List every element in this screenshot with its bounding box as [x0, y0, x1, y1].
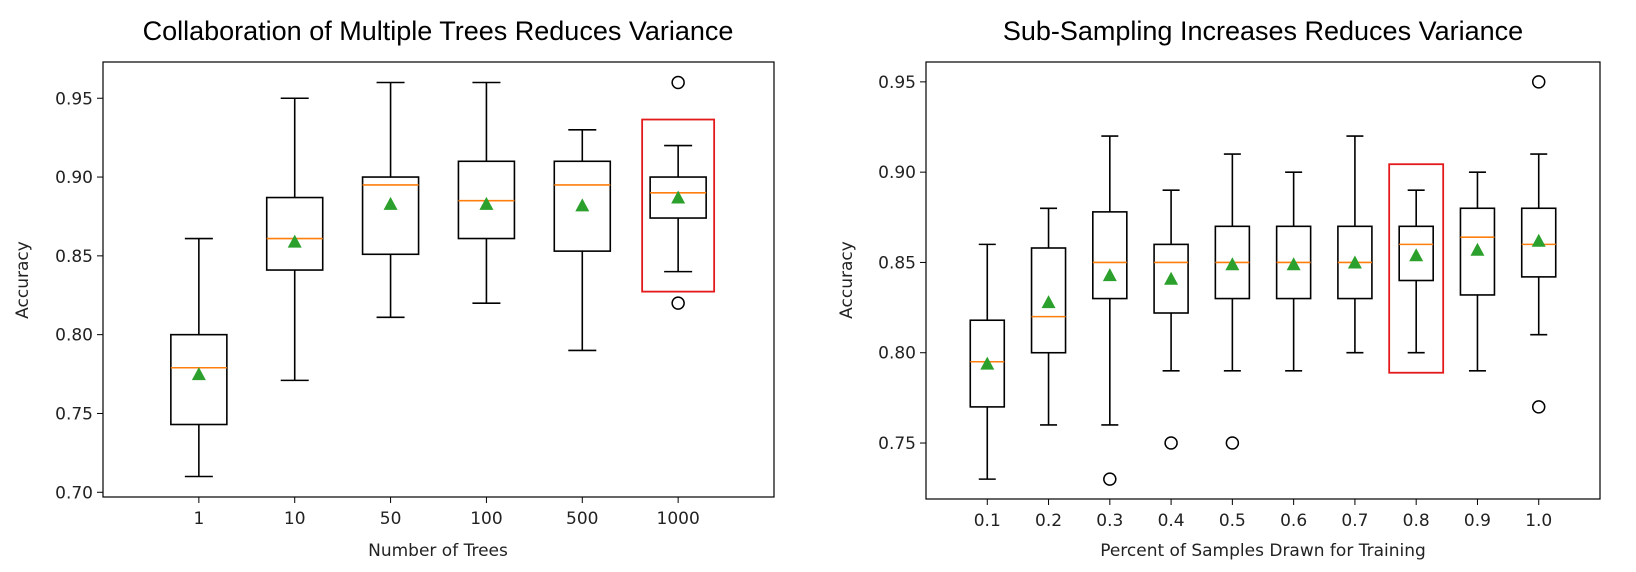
mean-marker: [980, 356, 995, 370]
mean-marker: [1531, 233, 1546, 247]
iqr-box: [1459, 207, 1496, 296]
x-axis-label: Number of Trees: [368, 541, 508, 561]
outlier-point: [1225, 436, 1240, 450]
y-tick-label: 0.75: [878, 434, 916, 454]
x-tick-label: 0.2: [1035, 511, 1062, 531]
y-tick-label: 0.95: [55, 89, 93, 109]
iqr-box: [170, 333, 228, 426]
mean-marker: [1102, 268, 1117, 282]
highlight-box: [1388, 163, 1445, 374]
outlier-point: [1164, 436, 1178, 450]
chart-title: Sub-Sampling Increases Reduces Variance: [1003, 16, 1523, 46]
mean-marker: [1164, 271, 1179, 285]
y-tick-label: 0.85: [55, 247, 93, 267]
x-tick-label: 10: [284, 509, 306, 529]
mean-marker: [1409, 248, 1424, 262]
box-1.0: [1520, 75, 1557, 414]
outlier-point: [1103, 472, 1117, 486]
x-tick-label: 0.6: [1280, 511, 1307, 531]
mean-marker: [1041, 295, 1056, 309]
x-tick-label: 1.0: [1525, 511, 1552, 531]
mean-marker: [671, 190, 686, 204]
box-0.6: [1275, 171, 1312, 372]
x-tick-label: 1000: [657, 509, 700, 529]
box-0.4: [1153, 189, 1189, 450]
box-10: [265, 97, 324, 382]
iqr-box: [969, 319, 1006, 408]
x-tick-label: 0.9: [1464, 511, 1491, 531]
chart-title: Collaboration of Multiple Trees Reduces …: [143, 16, 734, 46]
y-tick-label: 0.70: [55, 483, 93, 503]
box-0.8: [1388, 163, 1445, 374]
iqr-box: [361, 176, 420, 256]
x-tick-label: 0.8: [1403, 511, 1430, 531]
mean-marker: [287, 234, 302, 248]
y-tick-label: 0.75: [55, 404, 93, 424]
y-tick-label: 0.80: [878, 344, 916, 364]
x-tick-label: 0.5: [1219, 511, 1246, 531]
y-tick-label: 0.80: [55, 326, 93, 346]
iqr-box: [265, 196, 324, 271]
chart-trees: Collaboration of Multiple Trees Reduces …: [13, 16, 775, 561]
x-tick-label: 0.7: [1341, 511, 1368, 531]
iqr-box: [1092, 211, 1128, 300]
box-0.2: [1030, 207, 1067, 426]
mean-marker: [191, 367, 206, 381]
mean-marker: [1225, 257, 1240, 271]
outlier-point: [671, 75, 685, 90]
mean-marker: [575, 198, 590, 212]
box-100: [457, 81, 516, 304]
x-axis-label: Percent of Samples Drawn for Training: [1100, 541, 1426, 561]
y-tick-label: 0.90: [878, 163, 916, 183]
x-tick-label: 500: [566, 509, 598, 529]
iqr-box: [1153, 243, 1189, 314]
highlight-box: [641, 118, 716, 293]
mean-marker: [1470, 242, 1485, 256]
plot-frame: [102, 61, 775, 498]
outlier-point: [1531, 75, 1546, 89]
chart-subsampling: Sub-Sampling Increases Reduces Variance …: [837, 16, 1601, 561]
x-tick-label: 1: [193, 509, 204, 529]
iqr-box: [1398, 225, 1434, 282]
y-tick-label: 0.90: [55, 168, 93, 188]
box-1000: [641, 75, 716, 310]
x-tick-label: 100: [470, 509, 502, 529]
plot-frame: [925, 61, 1601, 500]
mean-marker: [1286, 257, 1301, 271]
y-tick-label: 0.85: [878, 253, 916, 273]
x-tick-label: 0.1: [974, 511, 1001, 531]
y-axis-label: Accuracy: [837, 241, 857, 319]
box-0.9: [1459, 171, 1496, 372]
box-0.5: [1214, 153, 1251, 450]
y-axis-label: Accuracy: [13, 241, 33, 319]
y-tick-label: 0.95: [878, 73, 916, 93]
mean-marker: [1347, 255, 1362, 269]
outlier-point: [1531, 400, 1546, 414]
box-0.7: [1337, 135, 1373, 354]
iqr-box: [649, 176, 707, 219]
box-0.1: [969, 243, 1006, 480]
outlier-point: [671, 296, 685, 310]
x-tick-label: 0.4: [1158, 511, 1185, 531]
x-tick-label: 0.3: [1096, 511, 1123, 531]
mean-marker: [383, 196, 398, 210]
iqr-box: [1030, 247, 1067, 354]
box-500: [553, 128, 612, 352]
box-1: [170, 237, 228, 478]
box-0.3: [1092, 135, 1128, 486]
iqr-box: [553, 160, 612, 252]
iqr-box: [1520, 207, 1557, 278]
box-50: [361, 81, 420, 319]
mean-marker: [479, 196, 494, 210]
x-tick-label: 50: [380, 509, 402, 529]
